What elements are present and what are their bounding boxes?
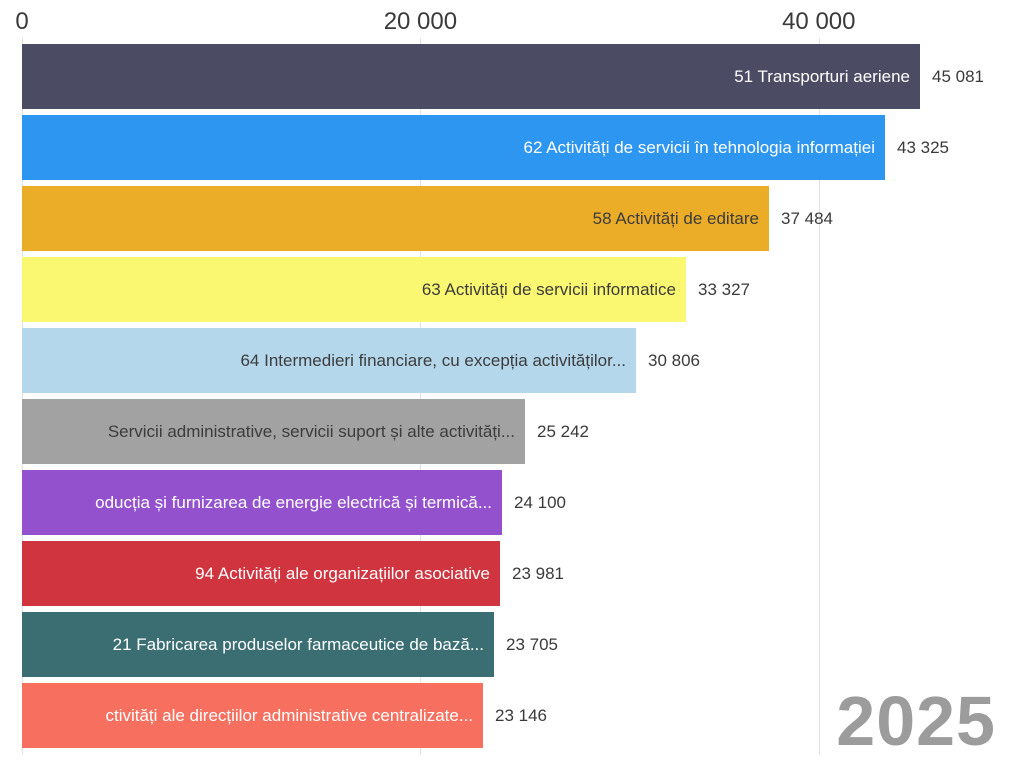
bar-value: 23 705 <box>506 634 558 654</box>
bar: oducția și furnizarea de energie electri… <box>22 470 502 535</box>
bar-label: 94 Activități ale organizațiilor asociat… <box>195 563 490 583</box>
bar-label: 63 Activități de servicii informatice <box>421 279 676 299</box>
bar-label: 64 Intermedieri financiare, cu excepția … <box>240 350 626 370</box>
bar-label: 21 Fabricarea produselor farmaceutice de… <box>112 634 484 654</box>
bar-value: 25 242 <box>537 421 589 441</box>
bar: 63 Activități de servicii informatice <box>22 257 686 322</box>
bar-row: 63 Activități de servicii informatice 33… <box>0 257 1024 322</box>
year-label: 2025 <box>836 682 996 760</box>
bar-row: 51 Transporturi aeriene 45 081 <box>0 44 1024 109</box>
x-tick-label: 20 000 <box>383 8 458 35</box>
bar-row: 58 Activități de editare 37 484 <box>0 186 1024 251</box>
bar-value: 23 981 <box>512 563 564 583</box>
gridline <box>22 38 23 755</box>
x-tick-label: 0 <box>15 8 29 35</box>
bar-label: 62 Activități de servicii în tehnologia … <box>523 137 875 157</box>
bar-value: 33 327 <box>698 279 750 299</box>
bar-row: 21 Fabricarea produselor farmaceutice de… <box>0 612 1024 677</box>
bar-label: Servicii administrative, servicii suport… <box>107 421 515 441</box>
bar-value: 43 325 <box>897 137 949 157</box>
bar-rows: 51 Transporturi aeriene 45 081 62 Activi… <box>0 44 1024 754</box>
gridline <box>818 38 820 755</box>
bar-value: 24 100 <box>514 492 566 512</box>
bar-label: oducția și furnizarea de energie electri… <box>95 492 492 512</box>
bar-value: 45 081 <box>932 66 984 86</box>
bar-label: 58 Activități de editare <box>592 208 759 228</box>
gridline <box>420 38 422 755</box>
bar-row: 62 Activități de servicii în tehnologia … <box>0 115 1024 180</box>
bar-row: Servicii administrative, servicii suport… <box>0 399 1024 464</box>
bar: 58 Activități de editare <box>22 186 769 251</box>
bar: 94 Activități ale organizațiilor asociat… <box>22 541 500 606</box>
bar-label: 51 Transporturi aeriene <box>734 66 910 86</box>
bar-row: 94 Activități ale organizațiilor asociat… <box>0 541 1024 606</box>
bar-row: ctivități ale direcțiilor administrative… <box>0 683 1024 748</box>
bar: Servicii administrative, servicii suport… <box>22 399 525 464</box>
bar-row: 64 Intermedieri financiare, cu excepția … <box>0 328 1024 393</box>
bar-value: 23 146 <box>495 705 547 725</box>
bar: 21 Fabricarea produselor farmaceutice de… <box>22 612 494 677</box>
bar-value: 37 484 <box>781 208 833 228</box>
bar-label: ctivități ale direcțiilor administrative… <box>105 705 473 725</box>
bar-row: oducția și furnizarea de energie electri… <box>0 470 1024 535</box>
x-axis: 0 20 000 40 000 <box>0 0 1024 44</box>
bar: 64 Intermedieri financiare, cu excepția … <box>22 328 636 393</box>
bar-value: 30 806 <box>648 350 700 370</box>
x-tick-label: 40 000 <box>782 8 856 35</box>
bar: ctivități ale direcțiilor administrative… <box>22 683 483 748</box>
bar: 51 Transporturi aeriene <box>22 44 920 109</box>
bar: 62 Activități de servicii în tehnologia … <box>22 115 885 180</box>
